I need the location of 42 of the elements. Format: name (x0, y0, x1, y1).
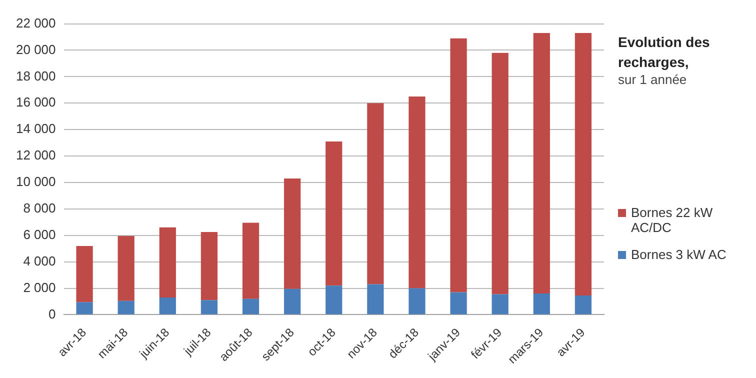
bar (326, 141, 342, 286)
bar (574, 33, 592, 296)
y-tick-label: 12 000 (16, 148, 56, 163)
bar (200, 300, 218, 314)
y-tick-label: 16 000 (16, 94, 56, 110)
bar (574, 296, 592, 314)
legend-label: Bornes 22 kW AC/DC (631, 205, 714, 235)
bar (284, 288, 301, 314)
y-tick-label: 10 000 (16, 174, 56, 190)
y-tick-label: 8 000 (23, 200, 56, 216)
bar (492, 294, 508, 314)
bar (326, 286, 342, 314)
bar (159, 298, 176, 314)
bar (242, 298, 260, 314)
bar (118, 300, 134, 314)
bar (284, 178, 301, 289)
bar (76, 246, 93, 302)
bar (408, 288, 426, 314)
text: Evolution des recharges, (618, 33, 711, 72)
bar (118, 236, 134, 301)
bar (408, 96, 426, 288)
bar (533, 33, 550, 294)
bar (492, 52, 508, 294)
y-tick-label: 2 000 (23, 280, 56, 295)
bar (200, 232, 218, 300)
bar (367, 284, 384, 314)
bar (242, 222, 260, 299)
bar (367, 103, 384, 284)
text: sur 1 année (618, 72, 688, 87)
legend-label: Bornes 3 kW AC (631, 247, 728, 262)
y-tick-label: 14 000 (16, 121, 56, 136)
y-tick-label: 0 (48, 306, 56, 322)
y-tick-label: 6 000 (23, 226, 56, 242)
bar (450, 292, 467, 314)
y-tick-label: 18 000 (16, 68, 56, 84)
bar (450, 38, 467, 292)
bar (159, 227, 176, 298)
y-tick-label: 20 000 (16, 42, 56, 57)
bar (533, 294, 550, 314)
y-tick-label: 22 000 (16, 15, 56, 30)
bar (76, 302, 93, 314)
y-tick-label: 4 000 (23, 253, 56, 268)
